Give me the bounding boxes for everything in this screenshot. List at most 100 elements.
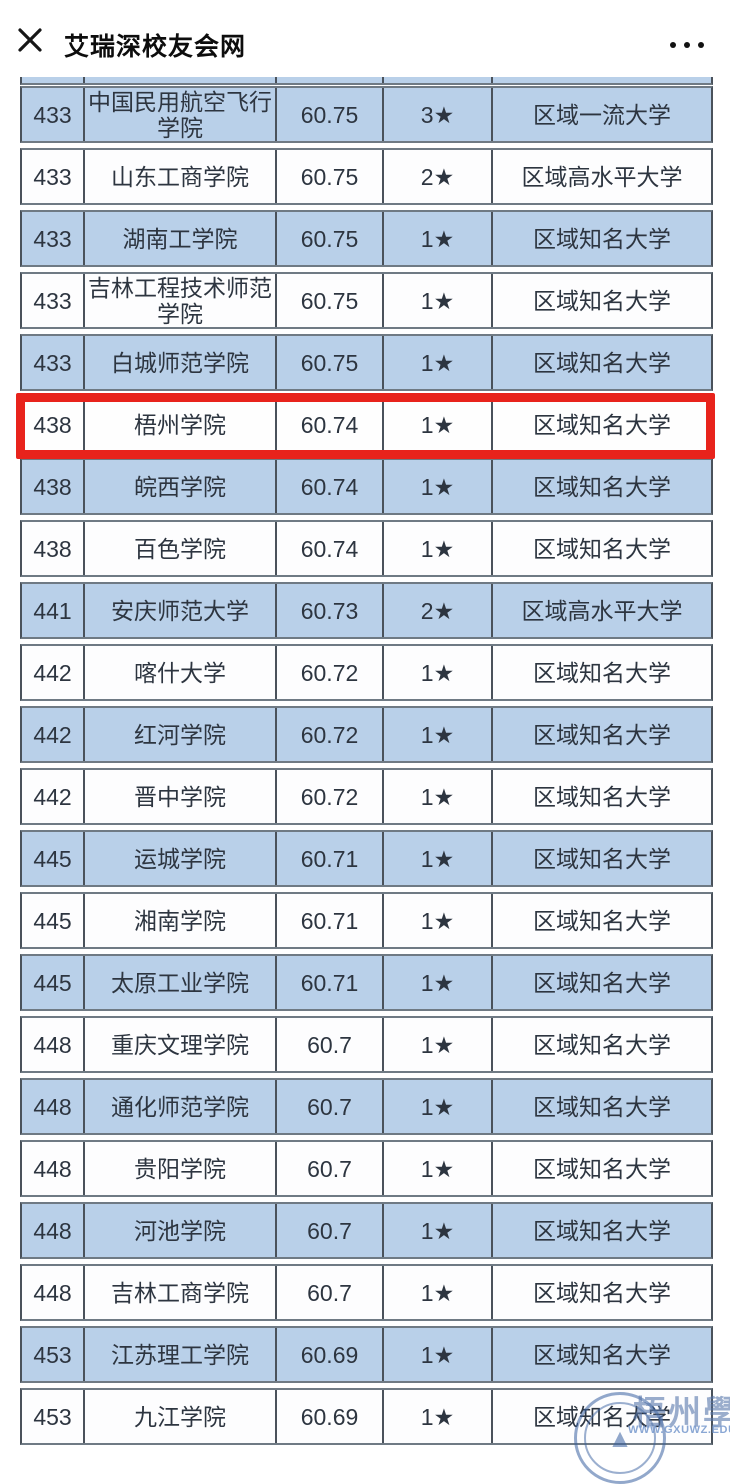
cell-stars: 1★	[384, 894, 493, 947]
table-row: 448 吉林工商学院 60.7 1★ 区域知名大学	[20, 1264, 713, 1321]
cell-score: 60.7	[277, 1080, 384, 1133]
cell-stars: 1★	[384, 646, 493, 699]
cell-name: 太原工业学院	[85, 956, 277, 1009]
cell-category: 区域知名大学	[493, 274, 711, 327]
table-row: 453 九江学院 60.69 1★ 区域知名大学	[20, 1388, 713, 1445]
cell-category: 区域知名大学	[493, 522, 711, 575]
cell-stars: 1★	[384, 274, 493, 327]
cell-rank: 445	[22, 894, 85, 947]
cell-stars: 1★	[384, 212, 493, 265]
table-row: 445 太原工业学院 60.71 1★ 区域知名大学	[20, 954, 713, 1011]
cell-rank: 441	[22, 584, 85, 637]
cell-category: 区域知名大学	[493, 1328, 711, 1381]
cell-stars: 1★	[384, 522, 493, 575]
cell-rank: 445	[22, 956, 85, 1009]
table-row: 433 山东工商学院 60.75 2★ 区域高水平大学	[20, 148, 713, 205]
cell-category: 区域知名大学	[493, 336, 711, 389]
cell-stars: 1★	[384, 1204, 493, 1257]
cell-name: 河池学院	[85, 1204, 277, 1257]
cell-name: 红河学院	[85, 708, 277, 761]
cell-name: 喀什大学	[85, 646, 277, 699]
table-row: 433 白城师范学院 60.75 1★ 区域知名大学	[20, 334, 713, 391]
table-row: 441 安庆师范大学 60.73 2★ 区域高水平大学	[20, 582, 713, 639]
cell-category: 区域知名大学	[493, 398, 711, 451]
cell-score: 60.72	[277, 646, 384, 699]
cell-rank: 445	[22, 832, 85, 885]
cell-category: 区域知名大学	[493, 956, 711, 1009]
cell-score: 60.75	[277, 150, 384, 203]
table-row: 445 运城学院 60.71 1★ 区域知名大学	[20, 830, 713, 887]
cell-category: 区域知名大学	[493, 646, 711, 699]
close-icon[interactable]	[16, 26, 44, 54]
cell-rank: 448	[22, 1080, 85, 1133]
cell-category: 区域知名大学	[493, 708, 711, 761]
cell-rank: 448	[22, 1266, 85, 1319]
cell-stars: 1★	[384, 1080, 493, 1133]
table-row: 438 百色学院 60.74 1★ 区域知名大学	[20, 520, 713, 577]
cell-stars: 1★	[384, 336, 493, 389]
browser-header: 艾瑞深校友会网	[0, 0, 730, 77]
cell-category: 区域知名大学	[493, 460, 711, 513]
cell-category: 区域知名大学	[493, 1204, 711, 1257]
cell-score: 60.69	[277, 1390, 384, 1443]
cell-category: 区域知名大学	[493, 1142, 711, 1195]
cell-score: 60.7	[277, 1204, 384, 1257]
table-row: 442 晋中学院 60.72 1★ 区域知名大学	[20, 768, 713, 825]
table-row: 448 贵阳学院 60.7 1★ 区域知名大学	[20, 1140, 713, 1197]
dot	[684, 42, 690, 48]
table-row: 448 重庆文理学院 60.7 1★ 区域知名大学	[20, 1016, 713, 1073]
table-row: 433 中国民用航空飞行学院 60.75 3★ 区域一流大学	[20, 86, 713, 143]
cell-category: 区域知名大学	[493, 832, 711, 885]
cell-category: 区域知名大学	[493, 1390, 711, 1443]
cell-category: 区域高水平大学	[493, 150, 711, 203]
cell-category: 区域知名大学	[493, 212, 711, 265]
cell-stars: 1★	[384, 1142, 493, 1195]
cell-rank: 448	[22, 1204, 85, 1257]
cell-score: 60.71	[277, 832, 384, 885]
cell-score: 60.7	[277, 1142, 384, 1195]
rows-container: 433 中国民用航空飞行学院 60.75 3★ 区域一流大学 433 山东工商学…	[20, 86, 713, 1445]
cell-name: 重庆文理学院	[85, 1018, 277, 1071]
cell-score: 60.74	[277, 522, 384, 575]
cell-rank: 442	[22, 646, 85, 699]
cell-name: 百色学院	[85, 522, 277, 575]
cell-name: 吉林工商学院	[85, 1266, 277, 1319]
cell-name: 贵阳学院	[85, 1142, 277, 1195]
cell-stars: 1★	[384, 956, 493, 1009]
table-row: 448 河池学院 60.7 1★ 区域知名大学	[20, 1202, 713, 1259]
cell-name: 湘南学院	[85, 894, 277, 947]
cell-rank: 433	[22, 212, 85, 265]
cell-score: 60.75	[277, 274, 384, 327]
cell-stars: 1★	[384, 1018, 493, 1071]
dot	[698, 42, 704, 48]
cell-score: 60.75	[277, 336, 384, 389]
cell-category: 区域知名大学	[493, 1080, 711, 1133]
cell-rank: 438	[22, 460, 85, 513]
cell-stars: 1★	[384, 398, 493, 451]
cell-name: 梧州学院	[85, 398, 277, 451]
cell-rank: 433	[22, 88, 85, 141]
cell-score: 60.75	[277, 88, 384, 141]
cell-stars: 3★	[384, 88, 493, 141]
cell-stars: 1★	[384, 770, 493, 823]
cell-stars: 1★	[384, 460, 493, 513]
cell-rank: 453	[22, 1390, 85, 1443]
table-row: 445 湘南学院 60.71 1★ 区域知名大学	[20, 892, 713, 949]
cell-name: 晋中学院	[85, 770, 277, 823]
cell-score: 60.75	[277, 212, 384, 265]
cell-rank: 442	[22, 770, 85, 823]
page-title: 艾瑞深校友会网	[64, 33, 247, 61]
table-row: 433 湖南工学院 60.75 1★ 区域知名大学	[20, 210, 713, 267]
cell-score: 60.7	[277, 1266, 384, 1319]
cell-score: 60.7	[277, 1018, 384, 1071]
cell-rank: 453	[22, 1328, 85, 1381]
cell-name: 运城学院	[85, 832, 277, 885]
cell-stars: 2★	[384, 584, 493, 637]
more-options-icon[interactable]	[670, 40, 704, 50]
table-row: 448 通化师范学院 60.7 1★ 区域知名大学	[20, 1078, 713, 1135]
cell-score: 60.73	[277, 584, 384, 637]
clipped-row	[20, 77, 713, 85]
cell-stars: 2★	[384, 150, 493, 203]
cell-name: 江苏理工学院	[85, 1328, 277, 1381]
cell-score: 60.74	[277, 398, 384, 451]
